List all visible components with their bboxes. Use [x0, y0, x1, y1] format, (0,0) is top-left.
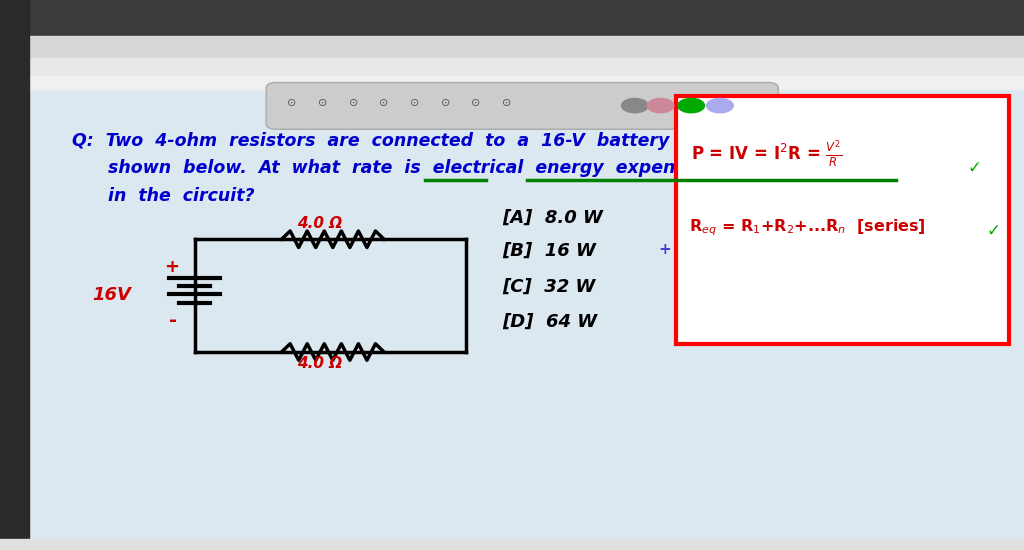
Text: ⊙: ⊙	[348, 97, 358, 108]
Text: -: -	[169, 311, 177, 329]
FancyBboxPatch shape	[266, 82, 778, 129]
Text: in  the  circuit?: in the circuit?	[72, 187, 254, 205]
Bar	[0, 76, 1024, 89]
Text: ⊙: ⊙	[379, 97, 389, 108]
Bar	[0, 539, 1024, 550]
Text: [D]  64 W: [D] 64 W	[502, 314, 597, 331]
Text: ✓: ✓	[968, 160, 982, 177]
FancyBboxPatch shape	[676, 96, 1009, 344]
Bar	[0, 58, 1024, 76]
Circle shape	[678, 98, 705, 113]
Text: ⊙: ⊙	[410, 97, 420, 108]
Text: ✓: ✓	[986, 222, 1000, 239]
Bar	[0, 0, 29, 550]
Text: ⊙: ⊙	[471, 97, 481, 108]
Text: [B]  16 W: [B] 16 W	[502, 242, 596, 260]
Text: ⊙: ⊙	[287, 97, 297, 108]
Text: shown  below.  At  what  rate  is  electrical  energy  expended: shown below. At what rate is electrical …	[72, 160, 712, 177]
Circle shape	[622, 98, 648, 113]
Text: +: +	[658, 242, 671, 257]
Bar	[0, 0, 1024, 36]
Text: P = IV = I$^2$R = $\frac{V^2}{R}$: P = IV = I$^2$R = $\frac{V^2}{R}$	[691, 138, 843, 169]
Text: R$_{eq}$ = R$_1$+R$_2$+...R$_n$  [series]: R$_{eq}$ = R$_1$+R$_2$+...R$_n$ [series]	[689, 217, 926, 238]
Text: ⊙: ⊙	[502, 97, 512, 108]
Text: 4.0 Ω: 4.0 Ω	[297, 216, 342, 231]
Text: 4.0 Ω: 4.0 Ω	[297, 356, 342, 371]
Text: 16V: 16V	[92, 286, 131, 304]
Circle shape	[647, 98, 674, 113]
Text: ⊙: ⊙	[317, 97, 328, 108]
Text: +: +	[164, 258, 179, 276]
Text: [A]  8.0 W: [A] 8.0 W	[502, 209, 603, 227]
Circle shape	[707, 98, 733, 113]
Text: Q:  Two  4-ohm  resistors  are  connected  to  a  16-V  battery as: Q: Two 4-ohm resistors are connected to …	[72, 132, 697, 150]
Text: ⊙: ⊙	[440, 97, 451, 108]
Bar	[0, 36, 1024, 58]
Text: [C]  32 W: [C] 32 W	[502, 278, 595, 295]
